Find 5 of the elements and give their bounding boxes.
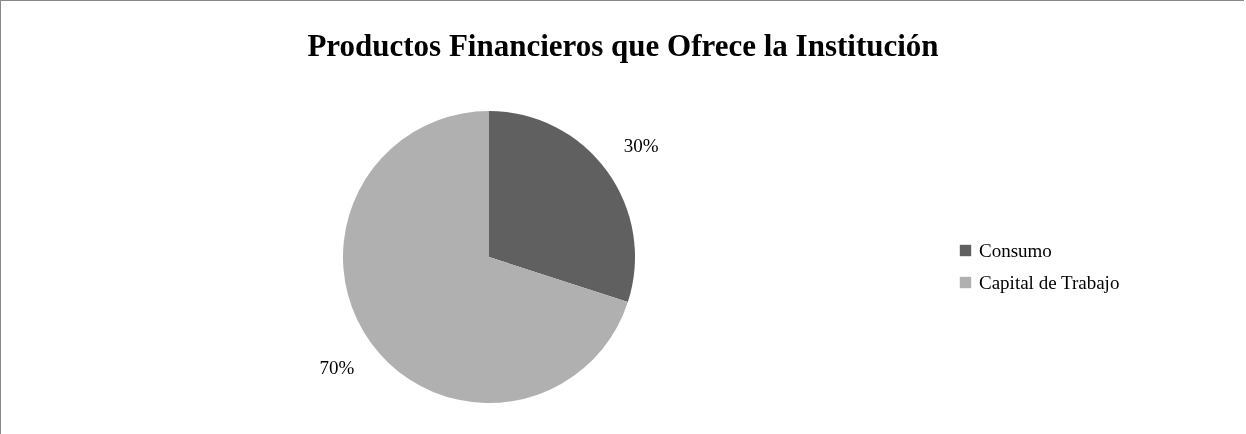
chart-title: Productos Financieros que Ofrece la Institución: [307, 28, 939, 63]
legend-label: Capital de Trabajo: [979, 271, 1120, 293]
legend-label: Consumo: [979, 239, 1052, 261]
data-label: 70%: [319, 356, 355, 378]
data-label: 30%: [623, 135, 659, 157]
